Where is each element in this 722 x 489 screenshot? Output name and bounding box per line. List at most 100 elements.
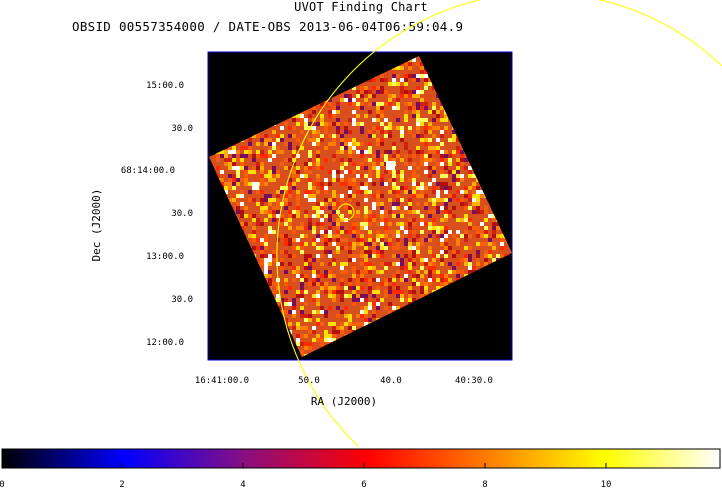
noise-pixel [412, 178, 416, 182]
noise-pixel [496, 254, 500, 258]
noise-pixel [324, 250, 328, 254]
noise-pixel [444, 114, 448, 118]
noise-pixel [464, 238, 468, 242]
noise-pixel [444, 126, 448, 130]
noise-pixel [316, 106, 320, 110]
noise-pixel [244, 218, 248, 222]
noise-pixel [364, 90, 368, 94]
noise-pixel [376, 250, 380, 254]
noise-pixel [364, 310, 368, 314]
noise-pixel [368, 270, 372, 274]
noise-pixel [280, 214, 284, 218]
noise-pixel [352, 274, 356, 278]
noise-pixel [316, 206, 320, 210]
noise-pixel [304, 274, 308, 278]
noise-pixel [444, 226, 448, 230]
noise-pixel [336, 246, 340, 250]
noise-pixel [216, 166, 220, 170]
noise-pixel [336, 194, 340, 198]
noise-pixel [300, 306, 304, 310]
x-tick-label: 40:30.0 [455, 376, 493, 386]
noise-pixel [236, 170, 240, 174]
noise-pixel [372, 118, 376, 122]
noise-pixel [348, 314, 352, 318]
noise-pixel [352, 122, 356, 126]
noise-pixel [452, 234, 456, 238]
noise-pixel [436, 198, 440, 202]
noise-pixel [308, 334, 312, 338]
noise-pixel [276, 194, 280, 198]
noise-pixel [368, 138, 372, 142]
noise-pixel [304, 162, 308, 166]
noise-pixel [272, 214, 276, 218]
noise-pixel [476, 222, 480, 226]
noise-pixel [512, 270, 516, 274]
noise-pixel [424, 86, 428, 90]
noise-pixel [416, 178, 420, 182]
noise-pixel [316, 166, 320, 170]
noise-pixel [300, 314, 304, 318]
noise-pixel [248, 182, 252, 186]
noise-pixel [376, 246, 380, 250]
noise-pixel [380, 250, 384, 254]
noise-pixel [272, 126, 276, 130]
noise-pixel [444, 154, 448, 158]
noise-pixel [296, 238, 300, 242]
noise-pixel [344, 146, 348, 150]
noise-pixel [352, 206, 356, 210]
noise-pixel [396, 190, 400, 194]
noise-pixel [348, 142, 352, 146]
noise-pixel [428, 182, 432, 186]
noise-pixel [384, 154, 388, 158]
noise-pixel [368, 290, 372, 294]
noise-pixel [456, 182, 460, 186]
noise-pixel [384, 266, 388, 270]
noise-pixel [424, 170, 428, 174]
noise-pixel [428, 198, 432, 202]
noise-pixel [352, 230, 356, 234]
noise-pixel [408, 290, 412, 294]
noise-pixel [456, 270, 460, 274]
noise-pixel [440, 114, 444, 118]
noise-pixel [284, 298, 288, 302]
noise-pixel [332, 138, 336, 142]
noise-pixel [364, 206, 368, 210]
noise-pixel [380, 78, 384, 82]
noise-pixel [232, 162, 236, 166]
noise-pixel [436, 110, 440, 114]
noise-pixel [408, 150, 412, 154]
noise-pixel [264, 270, 268, 274]
noise-pixel [288, 142, 292, 146]
noise-pixel [384, 182, 388, 186]
noise-pixel [316, 334, 320, 338]
noise-pixel [308, 162, 312, 166]
noise-pixel [284, 238, 288, 242]
noise-pixel [392, 290, 396, 294]
noise-pixel [420, 62, 424, 66]
noise-pixel [368, 90, 372, 94]
noise-pixel [256, 134, 260, 138]
noise-pixel [296, 146, 300, 150]
noise-pixel [240, 222, 244, 226]
noise-pixel [240, 178, 244, 182]
noise-pixel [296, 270, 300, 274]
noise-pixel [244, 206, 248, 210]
noise-pixel [392, 114, 396, 118]
noise-pixel [352, 302, 356, 306]
noise-pixel [304, 194, 308, 198]
noise-pixel [368, 278, 372, 282]
noise-pixel [304, 346, 308, 350]
noise-pixel [296, 202, 300, 206]
noise-pixel [340, 158, 344, 162]
noise-pixel [360, 250, 364, 254]
noise-pixel [460, 162, 464, 166]
noise-pixel [432, 158, 436, 162]
noise-pixel [396, 230, 400, 234]
noise-pixel [380, 138, 384, 142]
noise-pixel [360, 122, 364, 126]
noise-pixel [340, 174, 344, 178]
noise-pixel [304, 318, 308, 322]
noise-pixel [412, 286, 416, 290]
noise-pixel [472, 266, 476, 270]
noise-pixel [512, 238, 516, 242]
